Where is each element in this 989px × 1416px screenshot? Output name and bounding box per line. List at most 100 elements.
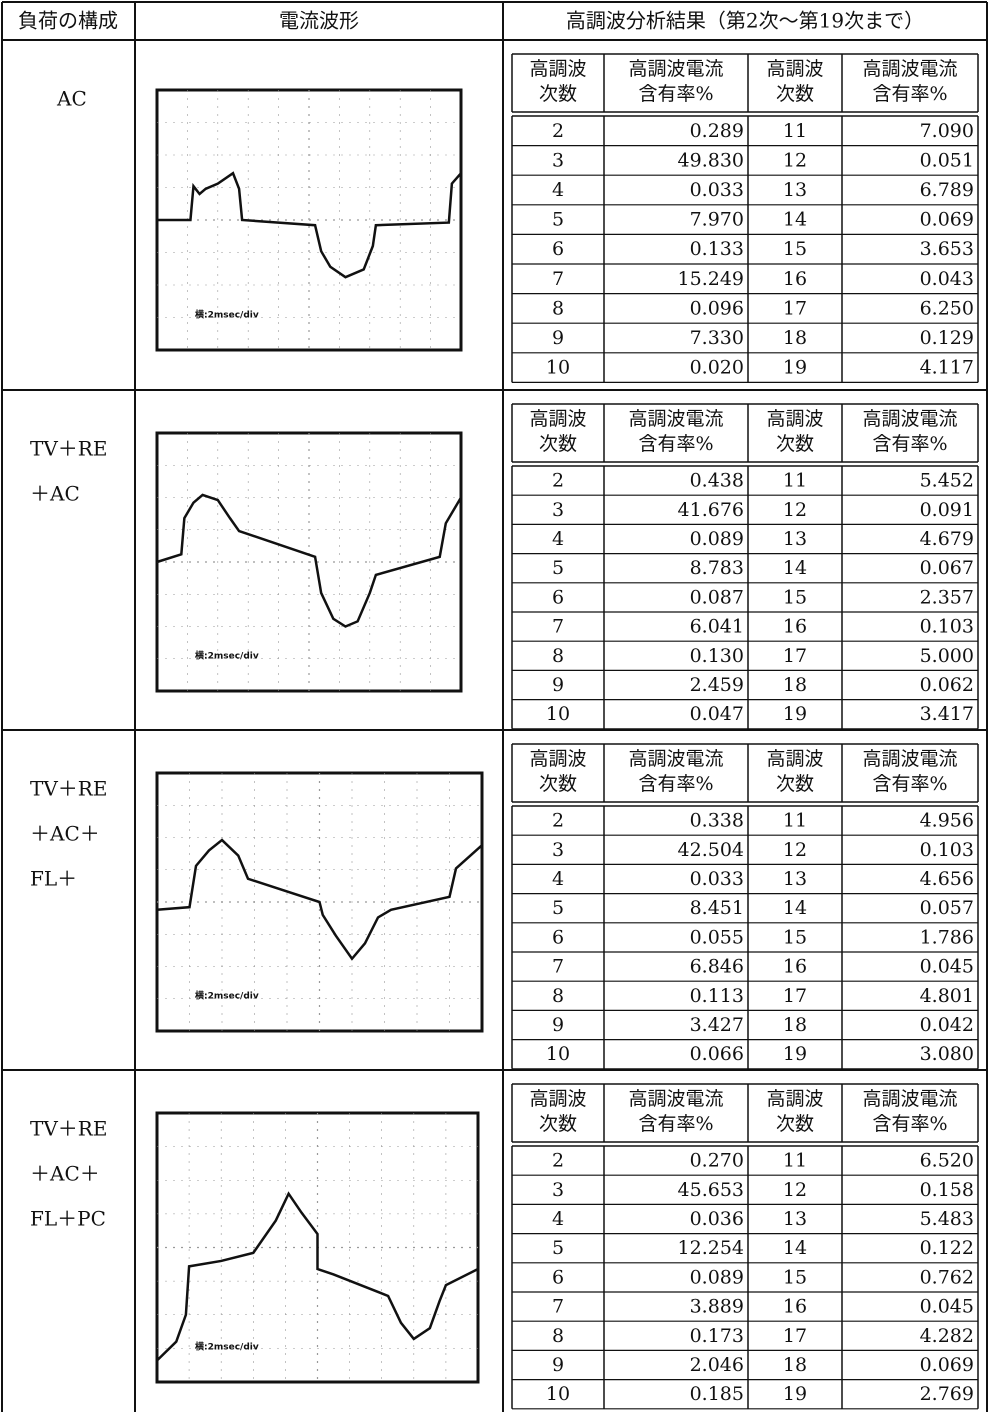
column-header: 次数 xyxy=(776,83,814,105)
waveform: 横:2msec/div xyxy=(157,433,461,691)
column-header: 高調波電流 xyxy=(628,58,723,80)
content-rate: 3.080 xyxy=(920,1043,974,1065)
column-header: 高調波 xyxy=(766,1088,823,1110)
column-header: 高調波 xyxy=(529,58,586,80)
harmonic-order: 17 xyxy=(783,1325,807,1347)
harmonic-order: 3 xyxy=(552,1179,564,1201)
harmonic-order: 18 xyxy=(783,674,807,696)
header-cell: 負荷の構成 xyxy=(18,9,118,33)
column-header: 高調波電流 xyxy=(862,408,957,430)
content-rate: 7.330 xyxy=(690,327,744,349)
column-header: 高調波 xyxy=(529,1088,586,1110)
content-rate: 0.103 xyxy=(920,616,974,638)
content-rate: 0.047 xyxy=(690,703,744,725)
content-rate: 0.438 xyxy=(690,470,744,492)
content-rate: 3.889 xyxy=(690,1296,744,1318)
content-rate: 0.113 xyxy=(690,985,744,1007)
content-rate: 12.254 xyxy=(678,1237,744,1259)
harmonic-order: 7 xyxy=(552,268,564,290)
content-rate: 0.036 xyxy=(690,1208,744,1230)
column-header: 含有率% xyxy=(872,83,947,105)
content-rate: 7.970 xyxy=(690,209,744,231)
content-rate: 0.069 xyxy=(920,209,974,231)
harmonic-order: 13 xyxy=(783,868,807,890)
harmonic-order: 10 xyxy=(546,703,570,725)
content-rate: 0.089 xyxy=(690,1266,744,1288)
content-rate: 6.250 xyxy=(920,297,974,319)
column-header: 高調波 xyxy=(766,748,823,770)
column-header: 含有率% xyxy=(872,773,947,795)
content-rate: 0.045 xyxy=(920,956,974,978)
content-rate: 15.249 xyxy=(678,268,744,290)
content-rate: 8.783 xyxy=(690,557,744,579)
harmonic-order: 6 xyxy=(552,926,564,948)
harmonic-order: 2 xyxy=(552,470,564,492)
content-rate: 0.045 xyxy=(920,1296,974,1318)
harmonic-order: 9 xyxy=(552,674,564,696)
load-label: FL＋PC xyxy=(30,1207,106,1231)
content-rate: 4.656 xyxy=(920,868,974,890)
content-rate: 0.020 xyxy=(690,357,744,379)
harmonic-order: 13 xyxy=(783,528,807,550)
harmonic-order: 16 xyxy=(783,956,807,978)
content-rate: 0.033 xyxy=(690,868,744,890)
harmonic-order: 18 xyxy=(783,1354,807,1376)
content-rate: 45.653 xyxy=(678,1179,744,1201)
content-rate: 1.786 xyxy=(920,926,974,948)
harmonic-order: 6 xyxy=(552,586,564,608)
column-header: 次数 xyxy=(539,433,577,455)
harmonic-order: 15 xyxy=(783,238,807,260)
load-label: TV＋RE xyxy=(30,777,107,801)
content-rate: 0.043 xyxy=(920,268,974,290)
column-header: 次数 xyxy=(539,83,577,105)
column-header: 高調波電流 xyxy=(628,1088,723,1110)
harmonic-order: 11 xyxy=(783,120,807,142)
harmonic-order: 19 xyxy=(783,703,807,725)
harmonic-order: 11 xyxy=(783,1150,807,1172)
content-rate: 42.504 xyxy=(678,839,744,861)
content-rate: 3.427 xyxy=(690,1014,744,1036)
column-header: 含有率% xyxy=(638,433,713,455)
content-rate: 7.090 xyxy=(920,120,974,142)
harmonic-order: 15 xyxy=(783,586,807,608)
harmonic-order: 4 xyxy=(552,1208,564,1230)
content-rate: 0.069 xyxy=(920,1354,974,1376)
content-rate: 5.483 xyxy=(920,1208,974,1230)
header-cell: 電流波形 xyxy=(279,9,359,33)
harmonic-order: 19 xyxy=(783,1043,807,1065)
load-label: ＋AC＋ xyxy=(30,822,100,846)
content-rate: 0.185 xyxy=(690,1383,744,1405)
content-rate: 0.033 xyxy=(690,179,744,201)
content-rate: 8.451 xyxy=(690,897,744,919)
content-rate: 2.769 xyxy=(920,1383,974,1405)
content-rate: 0.338 xyxy=(690,810,744,832)
load-label: AC xyxy=(56,87,87,111)
harmonic-order: 3 xyxy=(552,839,564,861)
column-header: 含有率% xyxy=(638,773,713,795)
column-header: 含有率% xyxy=(638,1113,713,1135)
harmonic-order: 14 xyxy=(783,897,807,919)
harmonic-order: 18 xyxy=(783,327,807,349)
content-rate: 0.133 xyxy=(690,238,744,260)
harmonic-order: 17 xyxy=(783,985,807,1007)
harmonic-order: 4 xyxy=(552,868,564,890)
content-rate: 0.055 xyxy=(690,926,744,948)
harmonic-order: 3 xyxy=(552,149,564,171)
column-header: 次数 xyxy=(776,1113,814,1135)
scale-label: 横:2msec/div xyxy=(195,650,259,662)
harmonic-order: 8 xyxy=(552,1325,564,1347)
harmonic-order: 3 xyxy=(552,499,564,521)
content-rate: 6.846 xyxy=(690,956,744,978)
content-rate: 0.270 xyxy=(690,1150,744,1172)
column-header: 次数 xyxy=(776,773,814,795)
scale-label: 横:2msec/div xyxy=(195,309,259,321)
harmonic-order: 9 xyxy=(552,327,564,349)
content-rate: 0.129 xyxy=(920,327,974,349)
page: {"header":["負荷の構成","電流波形","高調波分析結果（第2次～第… xyxy=(0,0,989,1412)
content-rate: 0.289 xyxy=(690,120,744,142)
harmonic-order: 13 xyxy=(783,179,807,201)
column-header: 高調波電流 xyxy=(862,58,957,80)
content-rate: 0.173 xyxy=(690,1325,744,1347)
scale-label: 横:2msec/div xyxy=(195,990,259,1002)
harmonic-order: 17 xyxy=(783,297,807,319)
